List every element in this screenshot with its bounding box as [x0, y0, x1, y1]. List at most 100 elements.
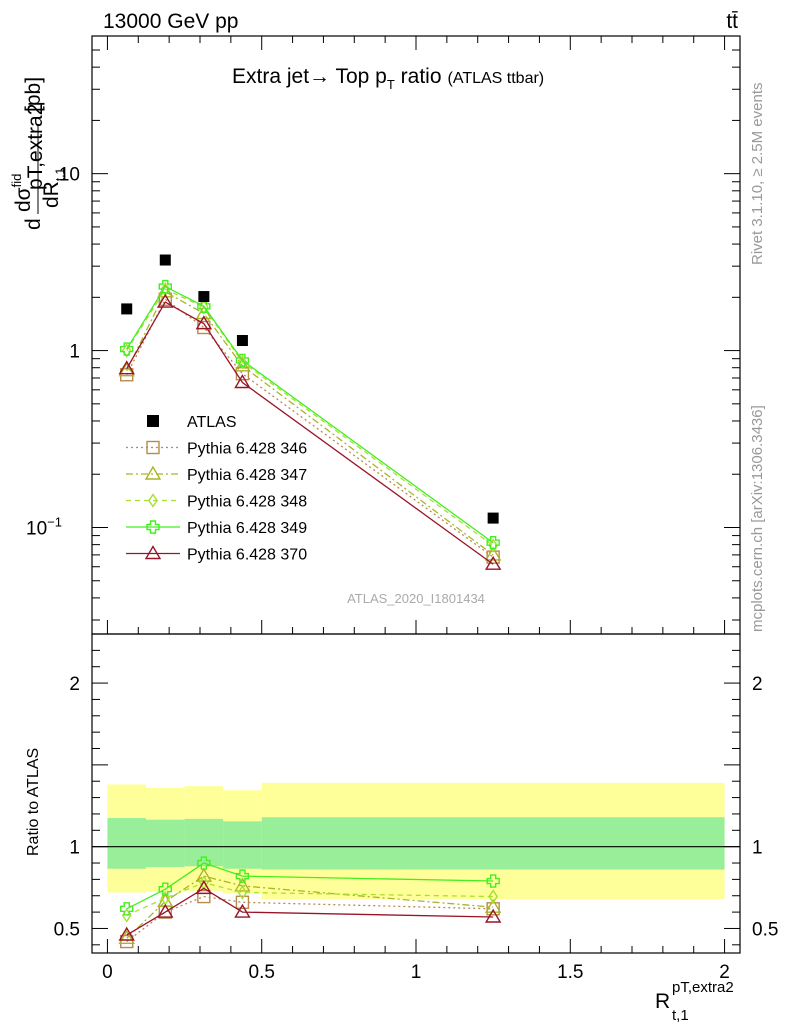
main-point-series-3-4 — [486, 536, 500, 550]
ratio-point-series-2-3 — [237, 885, 248, 900]
legend-label-3: Pythia 6.428 349 — [187, 520, 307, 537]
plot-title-tail: ratio — [395, 65, 442, 88]
ratio-panel-series — [118, 856, 502, 949]
svg-text:pT,extra2: pT,extra2 — [24, 104, 47, 190]
data-point-4 — [487, 512, 499, 524]
main-point-series-1-4 — [484, 546, 502, 561]
plot-title-main: Extra jet→ Top p — [232, 65, 387, 88]
svg-text:dRt,1: dRt,1 — [40, 167, 67, 208]
ratio-line-series-1 — [126, 875, 494, 939]
legend-label-2: Pythia 6.428 348 — [187, 494, 307, 511]
main-point-series-4-4 — [484, 555, 502, 570]
main-line-series-4 — [126, 301, 494, 565]
energy-label: 13000 GeV pp — [103, 10, 238, 33]
ylabel-den-sub: t,1 — [53, 167, 67, 181]
ratio-point-series-2-4 — [488, 889, 498, 904]
ratio-y-tick-label-right-0: 0.5 — [752, 919, 778, 940]
main-line-series-3 — [126, 285, 494, 544]
ylabel-unit: [pb] — [22, 77, 45, 112]
ratio-point-series-1-3 — [234, 877, 251, 892]
main-y-tick-exp-0: −1 — [47, 514, 62, 529]
x-axis-label: R — [655, 990, 670, 1013]
x-tick-label-0: 0 — [102, 962, 113, 983]
ylabel-d: d — [22, 218, 45, 230]
main-point-series-3-1 — [158, 279, 172, 294]
ratio-line-series-4 — [126, 887, 494, 936]
ylabel-dsigma: dσ — [12, 187, 35, 212]
data-point-0 — [121, 303, 133, 315]
main-y-tick-label-1: 1 — [69, 342, 80, 363]
main-y-label: d dσfid pT,extra2 dRt,1 [pb] — [9, 77, 67, 230]
ratio-point-series-1-0 — [118, 929, 135, 944]
main-point-series-2-4 — [488, 538, 498, 553]
plot-title-note: (ATLAS ttbar) — [448, 70, 545, 87]
ratio-y-tick-label-right-1: 1 — [752, 838, 763, 859]
main-point-series-4-0 — [118, 360, 135, 375]
ratio-point-series-3-1 — [158, 882, 172, 896]
band-inner-2 — [184, 818, 224, 867]
ratio-point-series-3-0 — [120, 902, 134, 916]
x-tick-label-4: 2 — [719, 962, 730, 983]
ratio-y-tick-label-left-1: 1 — [69, 838, 80, 859]
ratio-y-tick-label-right-2: 2 — [752, 674, 763, 695]
data-point-1 — [159, 254, 171, 266]
main-line-series-0 — [126, 298, 494, 558]
main-point-series-3-3 — [235, 353, 250, 368]
ratio-point-series-4-1 — [157, 903, 174, 918]
ratio-point-series-0-2 — [197, 889, 211, 904]
main-point-series-4-2 — [195, 315, 213, 330]
main-point-series-3-0 — [120, 342, 134, 356]
x-label-main: R — [655, 990, 670, 1013]
ratio-line-series-3 — [126, 862, 494, 910]
legend: ATLAS Pythia 6.428 346 Pythia 6.428 347 Pyt… — [126, 414, 307, 564]
ylabel-sup: fid — [9, 174, 24, 188]
legend-marker-0 — [146, 440, 160, 455]
tick-labels: 0 0.5 1 1.5 2 10−1 1 10 0.5 0.5 1 1 2 2 — [26, 165, 778, 983]
legend-marker-2 — [148, 493, 158, 508]
ratio-point-series-1-4 — [484, 898, 502, 913]
main-line-series-2 — [126, 288, 494, 547]
x-label-sub: t,1 — [672, 1007, 689, 1024]
analysis-watermark: ATLAS_2020_I1801434 — [347, 591, 485, 606]
ratio-y-label: Ratio to ATLAS — [25, 748, 42, 856]
main-panel-frame — [91, 35, 741, 635]
ratio-y-tick-label-left-0: 0.5 — [54, 919, 80, 940]
uncertainty-bands — [92, 782, 740, 900]
main-panel-series — [118, 254, 502, 570]
plot-title-sub: T — [387, 77, 395, 92]
ratio-point-series-3-2 — [197, 856, 211, 870]
legend-marker-data — [147, 415, 159, 427]
mcplots-label: mcplots.cern.ch [arXiv:1306.3436] — [749, 405, 766, 632]
legend-marker-3 — [146, 520, 160, 534]
legend-label-1: Pythia 6.428 347 — [187, 467, 307, 484]
ratio-point-series-4-0 — [118, 926, 135, 941]
legend-marker-4 — [144, 545, 162, 560]
main-y-tick-label-2: 10 — [59, 165, 80, 186]
band-inner-1 — [146, 819, 185, 868]
x-tick-label-2: 1 — [411, 962, 422, 983]
main-y-tick-label-0: 10−1 — [26, 514, 62, 539]
ratio-point-series-4-4 — [484, 908, 502, 923]
main-point-series-4-1 — [157, 293, 174, 308]
legend-label-data: ATLAS — [187, 414, 237, 431]
band-inner-4 — [261, 817, 725, 870]
ratio-point-series-0-3 — [235, 895, 250, 909]
rivet-label: Rivet 3.1.10, ≥ 2.5M events — [749, 83, 766, 266]
svg-text:[pb]: [pb] — [22, 77, 45, 112]
ratio-panel-frame — [91, 633, 741, 954]
svg-text:dσfid: dσfid — [9, 174, 35, 212]
main-point-series-2-0 — [121, 343, 132, 358]
ylabel-sub: pT,extra2 — [24, 104, 47, 190]
ratio-point-series-4-2 — [195, 879, 213, 895]
data-point-2 — [198, 291, 210, 303]
main-point-series-2-3 — [237, 354, 248, 370]
x-tick-label-1: 0.5 — [249, 962, 275, 983]
process-label: tt̄ — [726, 10, 738, 33]
ylabel-den: dR — [40, 181, 63, 208]
legend-label-4: Pythia 6.428 370 — [187, 547, 307, 564]
ratio-point-series-4-3 — [234, 903, 251, 918]
data-point-3 — [236, 335, 248, 347]
main-point-series-3-2 — [197, 299, 211, 313]
plot-title: Extra jet→ Top pT ratio (ATLAS ttbar) — [232, 65, 544, 92]
legend-label-0: Pythia 6.428 346 — [187, 441, 307, 458]
